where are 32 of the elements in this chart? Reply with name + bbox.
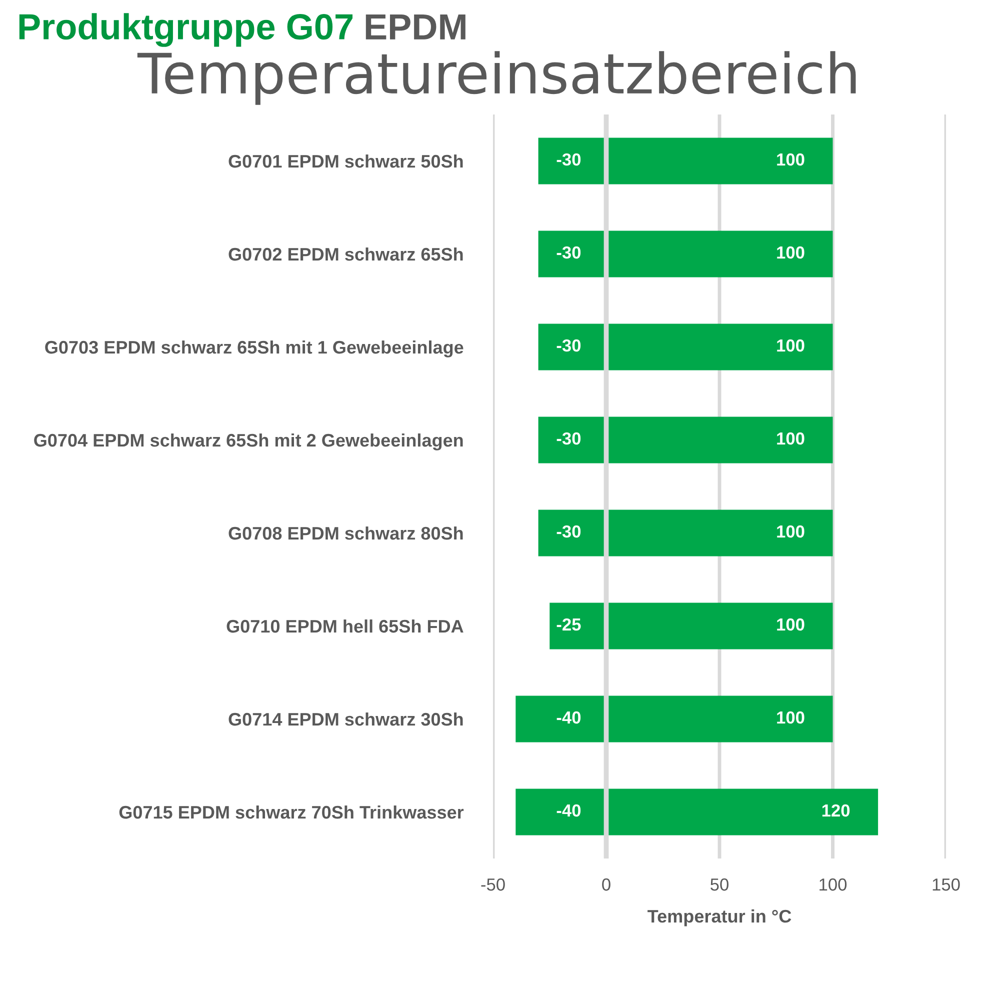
data-label: 100 (777, 339, 804, 352)
data-label: 100 (777, 432, 804, 445)
data-label: 120 (822, 804, 850, 817)
y-tick-label: G0715 EPDM schwarz 70Sh Trinkwasser (119, 805, 464, 819)
y-tick-label: G0714 EPDM schwarz 30Sh (228, 712, 463, 726)
data-label: -30 (556, 153, 581, 166)
data-label: 100 (777, 246, 804, 259)
data-label: -30 (556, 246, 581, 259)
y-tick-label: G0703 EPDM schwarz 65Sh mit 1 Gewebeeinlage (45, 340, 464, 358)
data-label: 100 (777, 153, 804, 166)
x-tick-label: 100 (820, 878, 847, 891)
data-label: -30 (556, 432, 581, 445)
data-label: 100 (777, 525, 804, 538)
y-tick-label: G0704 EPDM schwarz 65Sh mit 2 Gewebeeinlagen (34, 433, 463, 450)
data-label: -30 (556, 525, 581, 538)
y-tick-label: G0702 EPDM schwarz 65Sh (228, 247, 463, 261)
data-label: 100 (777, 711, 804, 724)
y-tick-label: G0708 EPDM schwarz 80Sh (228, 526, 463, 540)
x-tick-label: -50 (481, 878, 505, 891)
data-label: 100 (777, 618, 804, 631)
x-tick-label: 150 (932, 878, 960, 891)
data-label: -30 (556, 339, 581, 352)
x-tick-label: 0 (602, 878, 610, 891)
x-tick-label: 50 (710, 878, 728, 891)
chart-title: Temperatureinsatzbereich (137, 51, 856, 105)
data-label: -25 (556, 618, 581, 631)
chart-subtitle: Produktgruppe G07 EPDM (19, 13, 466, 47)
data-label: -40 (556, 804, 581, 817)
data-label: -40 (556, 711, 581, 724)
y-tick-label: G0701 EPDM schwarz 50Sh (228, 154, 463, 168)
y-tick-label: G0710 EPDM hell 65Sh FDA (226, 619, 464, 633)
x-axis-title: Temperatur in °C (648, 909, 792, 926)
